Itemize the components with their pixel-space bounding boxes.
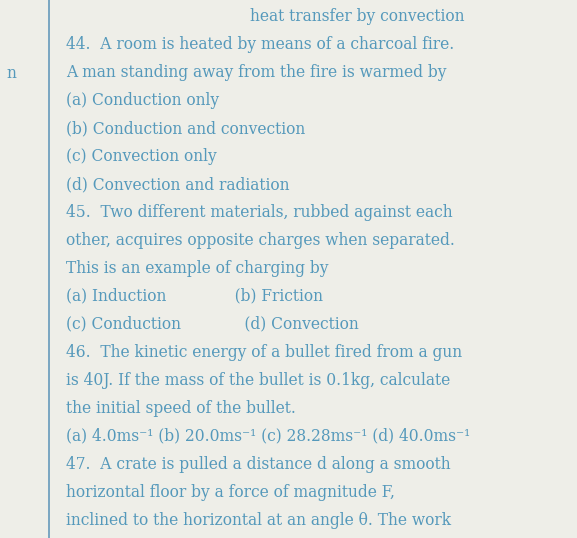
Text: 45.  Two different materials, rubbed against each: 45. Two different materials, rubbed agai… <box>66 204 453 221</box>
Text: the initial speed of the bullet.: the initial speed of the bullet. <box>66 400 296 417</box>
Text: inclined to the horizontal at an angle θ. The work: inclined to the horizontal at an angle θ… <box>66 512 451 529</box>
Text: This is an example of charging by: This is an example of charging by <box>66 260 329 277</box>
Text: (c) Conduction             (d) Convection: (c) Conduction (d) Convection <box>66 316 359 333</box>
Text: (c) Convection only: (c) Convection only <box>66 148 217 165</box>
Text: (d) Convection and radiation: (d) Convection and radiation <box>66 176 290 193</box>
Text: 46.  The kinetic energy of a bullet fired from a gun: 46. The kinetic energy of a bullet fired… <box>66 344 463 361</box>
Text: is 40J. If the mass of the bullet is 0.1kg, calculate: is 40J. If the mass of the bullet is 0.1… <box>66 372 451 389</box>
Text: n: n <box>7 65 17 82</box>
Text: 44.  A room is heated by means of a charcoal fire.: 44. A room is heated by means of a charc… <box>66 36 455 53</box>
Text: (a) Conduction only: (a) Conduction only <box>66 92 219 109</box>
Text: A man standing away from the fire is warmed by: A man standing away from the fire is war… <box>66 64 447 81</box>
Text: (a) Induction              (b) Friction: (a) Induction (b) Friction <box>66 288 323 305</box>
Text: 47.  A crate is pulled a distance d along a smooth: 47. A crate is pulled a distance d along… <box>66 456 451 473</box>
Text: heat transfer by convection: heat transfer by convection <box>250 8 465 25</box>
Text: (a) 4.0ms⁻¹ (b) 20.0ms⁻¹ (c) 28.28ms⁻¹ (d) 40.0ms⁻¹: (a) 4.0ms⁻¹ (b) 20.0ms⁻¹ (c) 28.28ms⁻¹ (… <box>66 428 471 445</box>
Text: other, acquires opposite charges when separated.: other, acquires opposite charges when se… <box>66 232 455 249</box>
Text: (b) Conduction and convection: (b) Conduction and convection <box>66 120 306 137</box>
Text: horizontal floor by a force of magnitude F,: horizontal floor by a force of magnitude… <box>66 484 395 501</box>
